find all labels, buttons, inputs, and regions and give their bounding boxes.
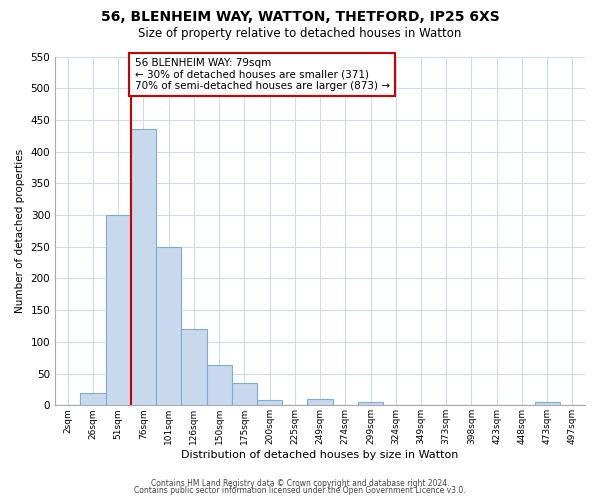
Y-axis label: Number of detached properties: Number of detached properties [15, 149, 25, 313]
Text: 56 BLENHEIM WAY: 79sqm
← 30% of detached houses are smaller (371)
70% of semi-de: 56 BLENHEIM WAY: 79sqm ← 30% of detached… [134, 58, 389, 91]
Bar [535, 402, 560, 406]
Bar [232, 383, 257, 406]
Bar [131, 130, 156, 406]
Bar [358, 402, 383, 406]
Bar [156, 247, 181, 406]
Bar [206, 366, 232, 406]
Text: Contains HM Land Registry data © Crown copyright and database right 2024.: Contains HM Land Registry data © Crown c… [151, 478, 449, 488]
Bar [257, 400, 282, 406]
Bar [80, 392, 106, 406]
Text: 56, BLENHEIM WAY, WATTON, THETFORD, IP25 6XS: 56, BLENHEIM WAY, WATTON, THETFORD, IP25… [101, 10, 499, 24]
Text: Size of property relative to detached houses in Watton: Size of property relative to detached ho… [139, 28, 461, 40]
Bar [307, 399, 332, 406]
Text: Contains public sector information licensed under the Open Government Licence v3: Contains public sector information licen… [134, 486, 466, 495]
Bar [106, 215, 131, 406]
Bar [181, 329, 206, 406]
X-axis label: Distribution of detached houses by size in Watton: Distribution of detached houses by size … [181, 450, 459, 460]
